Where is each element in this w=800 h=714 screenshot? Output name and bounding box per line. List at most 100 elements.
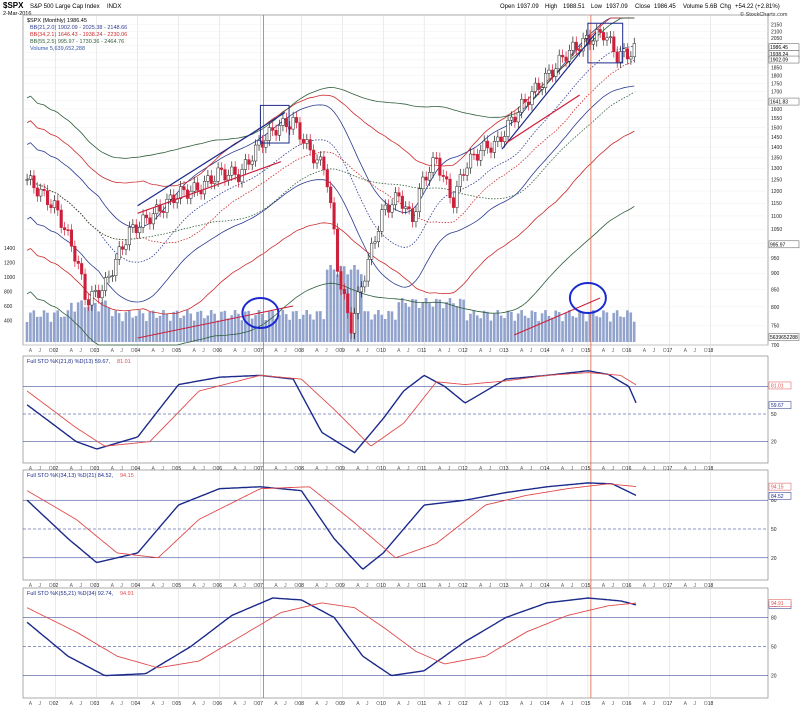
x-tick-month: A <box>643 583 647 589</box>
x-tick-month: J <box>653 348 656 354</box>
volume-bar <box>632 321 636 342</box>
volume-bar <box>588 313 592 342</box>
sto-badge <box>768 492 792 500</box>
x-tick-month: O <box>213 348 217 354</box>
x-tick-month: J <box>448 701 451 707</box>
x-tick-month: A <box>315 583 319 589</box>
candle-body <box>134 224 138 234</box>
candle-body <box>46 190 50 206</box>
volume-bar <box>162 310 165 342</box>
x-tick-month: J <box>39 348 42 354</box>
candle-body <box>28 175 33 180</box>
volume-bar <box>578 310 581 342</box>
x-tick-month: A <box>479 701 483 707</box>
x-tick-month: O <box>663 466 667 472</box>
x-tick-year: 14 <box>544 348 550 354</box>
price-badge-text: 5639652288 <box>770 335 798 341</box>
volume-bar <box>281 310 285 342</box>
sto-legend-3: Full STO %K(55,21) %D(34) 92.74, 94.91 <box>27 591 134 597</box>
sto3-d: 94.91 <box>120 591 134 597</box>
x-tick-month: J <box>39 466 42 472</box>
sto-legend-2: Full STO %K(34,13) %D(21) 84.52, 94.15 <box>27 473 134 479</box>
volume-bar <box>100 302 104 342</box>
candle-body <box>513 116 517 123</box>
volume-bar <box>172 311 175 342</box>
volume-bar <box>209 310 213 342</box>
volume-bar <box>544 310 547 342</box>
volume-bar <box>83 307 87 342</box>
volume-bar <box>233 310 237 342</box>
x-tick-month: O <box>335 348 339 354</box>
x-tick-month: O <box>253 466 257 472</box>
sto1-label: Full STO %K(21,8) %D(13) 59.67, <box>27 359 111 365</box>
volume-bar <box>319 311 322 342</box>
candle-body <box>69 229 73 247</box>
x-tick-month: J <box>407 583 410 589</box>
x-tick-month: A <box>274 466 278 472</box>
sto-panel-2 <box>22 469 769 581</box>
candle-body <box>274 130 278 136</box>
sto-tick: 80 <box>771 615 777 621</box>
candle-body <box>206 175 210 182</box>
x-tick-month: J <box>161 466 164 472</box>
x-tick-year: 07 <box>257 583 263 589</box>
x-tick-month: A <box>70 701 74 707</box>
x-tick-month: J <box>284 701 287 707</box>
volume-bar <box>29 312 32 342</box>
volume-bar <box>373 314 377 342</box>
x-tick-month: O <box>704 701 708 707</box>
x-tick-year: 05 <box>176 348 182 354</box>
candle-body <box>414 211 418 222</box>
volume-bar <box>533 311 537 342</box>
candle-body <box>605 37 609 41</box>
candle-body <box>629 56 633 60</box>
volume-bar <box>63 316 66 342</box>
x-tick-month: J <box>653 701 656 707</box>
volume-bar <box>329 265 332 342</box>
price-tick: 2100 <box>771 29 782 35</box>
legend-bb55: BB(55,2.5) 995.97 - 1730.36 - 2464.76 <box>30 39 124 45</box>
volume-bar <box>107 307 111 342</box>
x-tick-month: J <box>653 466 656 472</box>
candle-body <box>492 141 496 153</box>
price-badge <box>768 240 800 249</box>
x-tick-month: A <box>29 466 33 472</box>
x-tick-month: O <box>458 583 462 589</box>
price-tick: 850 <box>771 288 780 294</box>
volume-bar <box>192 320 196 342</box>
price-badge <box>768 333 800 341</box>
candle-body <box>404 206 408 209</box>
volume-bar <box>141 313 145 342</box>
x-tick-month: J <box>407 701 410 707</box>
chg-label: Chg <box>720 4 731 10</box>
x-tick-year: 17 <box>667 466 673 472</box>
support-line <box>137 161 282 214</box>
x-tick-month: J <box>202 583 205 589</box>
x-tick-month: O <box>663 583 667 589</box>
x-tick-month: J <box>79 583 82 589</box>
x-tick-month: J <box>530 348 533 354</box>
volume-bar <box>155 317 158 342</box>
volume-bar <box>397 302 401 342</box>
volume-bar <box>411 298 414 342</box>
candle-body <box>359 286 363 293</box>
candle-body <box>496 136 500 142</box>
support-line <box>505 94 581 144</box>
x-tick-year: 10 <box>380 583 386 589</box>
x-tick-month: O <box>622 701 626 707</box>
x-tick-month: A <box>70 466 74 472</box>
candle-body <box>196 182 200 191</box>
x-tick-month: J <box>120 583 123 589</box>
candle-body <box>509 116 514 121</box>
sto-tick: 50 <box>771 412 777 418</box>
volume-bar <box>564 313 568 342</box>
volume-bar <box>298 318 302 342</box>
x-tick-month: A <box>233 701 237 707</box>
candle-body <box>325 169 329 188</box>
sto-badge-text: 94.15 <box>771 485 784 491</box>
candle-body <box>104 277 108 291</box>
x-tick-year: 16 <box>626 701 632 707</box>
candle-body <box>80 263 84 275</box>
bollinger-band-line <box>26 205 635 346</box>
x-tick-year: 11 <box>421 701 426 707</box>
